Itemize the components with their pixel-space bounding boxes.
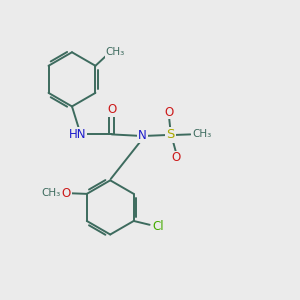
Text: S: S <box>167 128 175 142</box>
Text: O: O <box>164 106 174 118</box>
Text: CH₃: CH₃ <box>106 47 125 57</box>
Text: O: O <box>107 103 117 116</box>
Text: HN: HN <box>68 128 86 141</box>
Text: Cl: Cl <box>153 220 164 233</box>
Text: CH₃: CH₃ <box>192 129 211 140</box>
Text: O: O <box>172 152 181 164</box>
Text: O: O <box>61 187 71 200</box>
Text: N: N <box>138 129 147 142</box>
Text: CH₃: CH₃ <box>41 188 60 198</box>
